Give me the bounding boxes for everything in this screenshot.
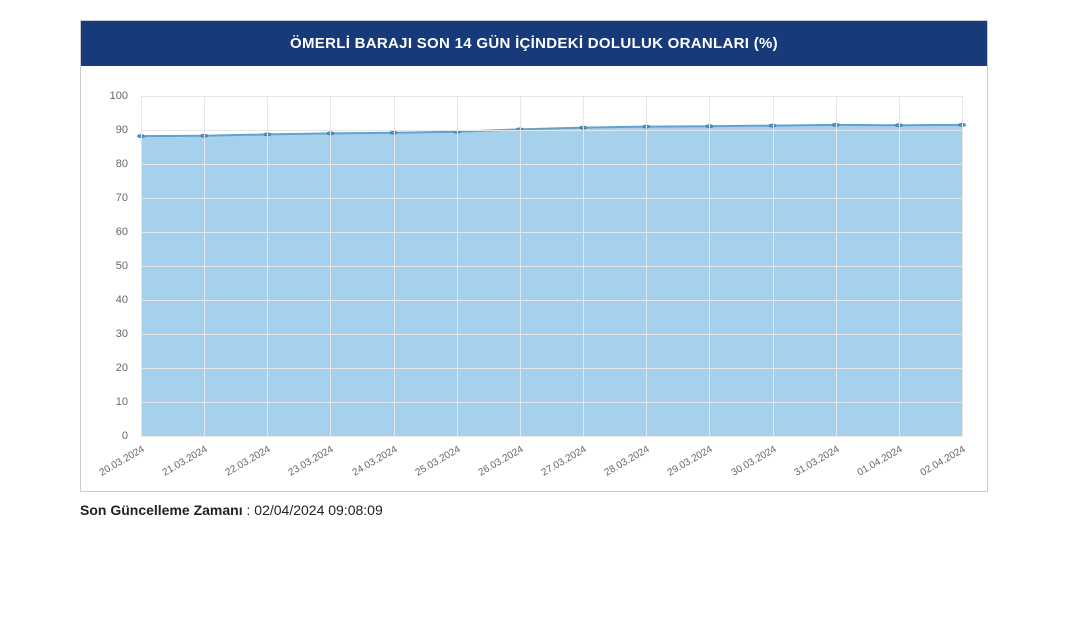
x-tick-label: 01.04.2024: [855, 444, 904, 479]
gridline-v: [773, 96, 774, 436]
x-tick-label: 30.03.2024: [729, 444, 778, 479]
gridline-h: [141, 300, 962, 301]
chart-title: ÖMERLİ BARAJI SON 14 GÜN İÇİNDEKİ DOLULU…: [81, 21, 987, 66]
gridline-h: [141, 198, 962, 199]
gridline-v: [520, 96, 521, 436]
y-tick-label: 80: [116, 158, 128, 170]
gridline-v: [204, 96, 205, 436]
x-tick-label: 24.03.2024: [350, 444, 399, 479]
chart-area: 0 10 20 30 40 50 60 70 80 90 100 20.03.2024 21.03.2…: [81, 66, 987, 491]
y-tick-label: 90: [116, 124, 128, 136]
x-tick-label: 02.04.2024: [919, 444, 968, 479]
x-tick-label: 27.03.2024: [540, 444, 589, 479]
y-tick-label: 70: [116, 192, 128, 204]
gridline-v: [836, 96, 837, 436]
y-tick-label: 10: [116, 396, 128, 408]
gridline-v: [457, 96, 458, 436]
x-tick-label: 25.03.2024: [413, 444, 462, 479]
gridline-v: [962, 96, 963, 436]
gridline-v: [709, 96, 710, 436]
x-tick-label: 29.03.2024: [666, 444, 715, 479]
x-tick-label: 21.03.2024: [161, 444, 210, 479]
y-tick-label: 20: [116, 362, 128, 374]
last-update-label: Son Güncelleme Zamanı: [80, 502, 243, 518]
last-update-value: 02/04/2024 09:08:09: [254, 502, 382, 518]
x-tick-label: 26.03.2024: [477, 444, 526, 479]
y-tick-label: 60: [116, 226, 128, 238]
gridline-v: [899, 96, 900, 436]
x-axis: 20.03.202421.03.202422.03.202423.03.2024…: [141, 436, 962, 491]
gridline-v: [267, 96, 268, 436]
gridline-v: [646, 96, 647, 436]
area-fill: [141, 125, 962, 436]
gridline-v: [583, 96, 584, 436]
gridline-v: [330, 96, 331, 436]
y-axis: 0102030405060708090100: [81, 96, 136, 436]
plot-region: [141, 96, 962, 436]
gridline-h: [141, 368, 962, 369]
gridline-h: [141, 130, 962, 131]
gridline-v: [141, 96, 142, 436]
y-tick-label: 100: [110, 90, 128, 102]
x-tick-label: 22.03.2024: [224, 444, 273, 479]
y-tick-label: 50: [116, 260, 128, 272]
last-update-footer: Son Güncelleme Zamanı : 02/04/2024 09:08…: [80, 502, 988, 518]
chart-card: ÖMERLİ BARAJI SON 14 GÜN İÇİNDEKİ DOLULU…: [80, 20, 988, 492]
x-tick-label: 23.03.2024: [287, 444, 336, 479]
y-tick-label: 0: [122, 430, 128, 442]
x-tick-label: 31.03.2024: [792, 444, 841, 479]
gridline-h: [141, 266, 962, 267]
gridline-h: [141, 232, 962, 233]
y-tick-label: 40: [116, 294, 128, 306]
x-tick-label: 28.03.2024: [603, 444, 652, 479]
gridline-h: [141, 402, 962, 403]
y-tick-label: 30: [116, 328, 128, 340]
gridline-h: [141, 96, 962, 97]
gridline-h: [141, 164, 962, 165]
x-tick-label: 20.03.2024: [98, 444, 147, 479]
gridline-v: [394, 96, 395, 436]
gridline-h: [141, 334, 962, 335]
